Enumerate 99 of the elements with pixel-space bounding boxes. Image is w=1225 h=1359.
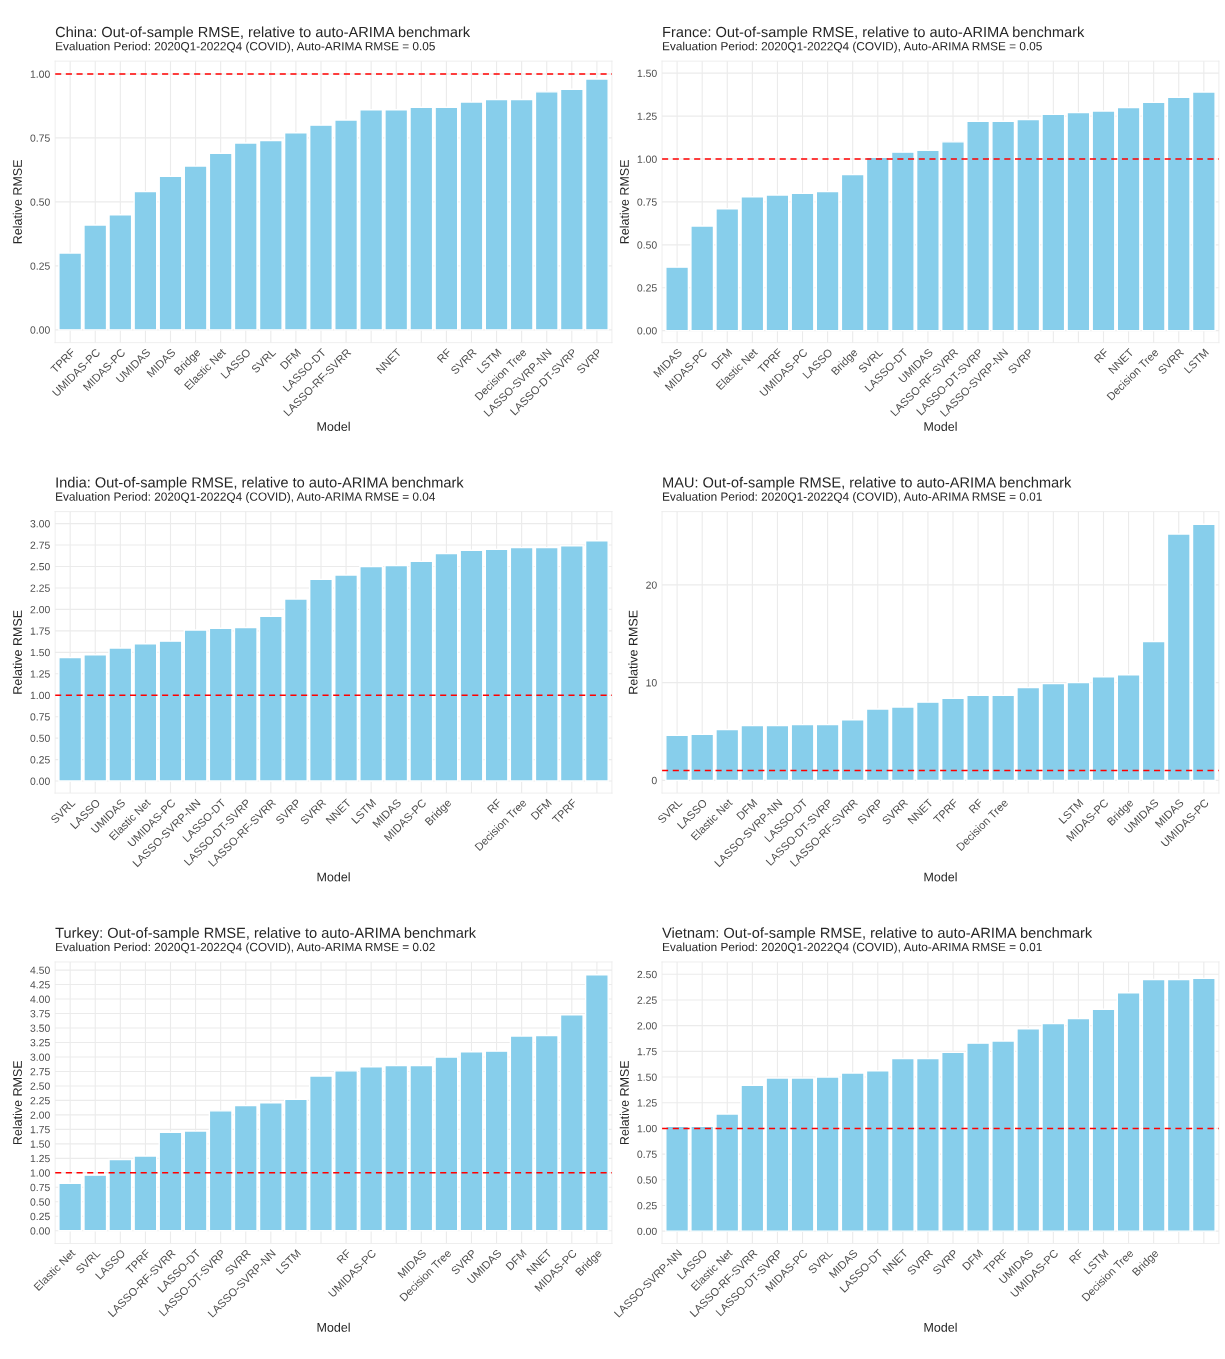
bar [459, 1051, 484, 1232]
bar [1091, 1008, 1116, 1232]
x-axis-title: Model [317, 421, 350, 431]
chart-subtitle: Evaluation Period: 2020Q1-2022Q4 (COVID), Auto-ARIMA RMSE = 0.01 [663, 942, 1042, 954]
y-tick-label: 1.50 [637, 1073, 657, 1081]
y-tick-label: 0.75 [30, 1183, 50, 1192]
y-tick-label: 0.50 [637, 241, 657, 249]
y-tick-label: 3.75 [30, 1010, 50, 1018]
y-axis-title: Relative RMSE [628, 610, 638, 694]
y-tick-label: 0.25 [30, 756, 50, 764]
y-tick-label: 10 [646, 679, 657, 687]
y-tick-label: 0.25 [637, 1201, 657, 1210]
y-axis-title: Relative RMSE [12, 160, 22, 244]
bar [1091, 110, 1116, 332]
bar [459, 101, 484, 331]
bar [790, 192, 815, 332]
y-tick-label: 0.75 [30, 134, 50, 142]
y-tick-label: 2.25 [637, 996, 657, 1004]
y-tick-label: 3.00 [30, 520, 50, 528]
bar [158, 1131, 183, 1232]
y-tick-label: 1.00 [30, 1169, 50, 1177]
y-tick-label: 1.00 [637, 155, 657, 163]
y-tick-label: 1.50 [637, 69, 657, 78]
x-tick-label: RF [436, 348, 452, 364]
y-tick-label: 1.00 [30, 691, 50, 700]
chart-subtitle: Evaluation Period: 2020Q1-2022Q4 (COVID), Auto-ARIMA RMSE = 0.04 [56, 492, 436, 504]
y-tick-label: 1.25 [637, 112, 657, 120]
y-axis-title: Relative RMSE [12, 610, 22, 694]
chart-title: China: Out-of-sample RMSE, relative to auto-ARIMA benchmark [55, 26, 471, 41]
y-tick-label: 2.75 [30, 541, 50, 549]
chart-subtitle: Evaluation Period: 2020Q1-2022Q4 (COVID), Auto-ARIMA RMSE = 0.02 [56, 942, 435, 954]
y-tick-label: 0.75 [637, 1150, 657, 1158]
chart-subtitle: Evaluation Period: 2020Q1-2022Q4 (COVID), Auto-ARIMA RMSE = 0.01 [663, 492, 1042, 504]
y-tick-label: 0.75 [637, 198, 657, 206]
x-tick-label: RF [1068, 1248, 1084, 1264]
y-tick-label: 0.50 [30, 1198, 50, 1206]
y-tick-label: 2.75 [30, 1067, 50, 1076]
y-tick-label: 20 [646, 581, 657, 589]
y-tick-label: 4.00 [30, 995, 50, 1003]
y-tick-label: 1.25 [637, 1099, 657, 1107]
chart-subtitle: Evaluation Period: 2020Q1-2022Q4 (COVID), Auto-ARIMA RMSE = 0.05 [663, 41, 1042, 53]
y-axis-title: Relative RMSE [619, 1060, 629, 1145]
y-tick-label: 0.75 [30, 713, 50, 721]
y-tick-label: 2.50 [30, 1082, 50, 1090]
y-tick-label: 0.00 [637, 327, 657, 335]
y-tick-label: 2.00 [30, 1111, 50, 1119]
y-tick-label: 2.00 [30, 605, 50, 614]
y-tick-label: 4.25 [30, 981, 50, 989]
y-tick-label: 0.25 [30, 262, 50, 270]
y-tick-label: 2.25 [30, 1096, 50, 1105]
x-tick-label: RF [487, 798, 502, 814]
y-tick-label: 1.25 [30, 1154, 50, 1163]
y-tick-label: 2.25 [30, 584, 50, 592]
y-tick-label: 2.50 [30, 563, 50, 571]
x-axis-title: Model [317, 872, 350, 882]
y-tick-label: 1.75 [30, 627, 50, 635]
chart-subtitle: Evaluation Period: 2020Q1-2022Q4 (COVID), Auto-ARIMA RMSE = 0.05 [56, 41, 435, 53]
bar [790, 1077, 815, 1232]
chart-title: India: Out-of-sample RMSE, relative to auto-ARIMA benchmark [56, 476, 464, 491]
y-tick-label: 0.25 [30, 1212, 50, 1221]
y-tick-label: 0.00 [30, 777, 50, 785]
chart-title: Turkey: Out-of-sample RMSE, relative to auto-ARIMA benchmark [55, 927, 477, 941]
y-tick-label: 0.00 [30, 1227, 50, 1235]
y-tick-label: 1.00 [30, 70, 50, 78]
y-tick-label: 0.25 [637, 284, 657, 292]
chart-title: France: Out-of-sample RMSE, relative to auto-ARIMA benchmark [663, 26, 1085, 41]
x-axis-title: Model [317, 1322, 350, 1332]
chart-title: MAU: Out-of-sample RMSE, relative to auto-ARIMA benchmark [663, 476, 1072, 491]
y-tick-label: 3.00 [30, 1053, 50, 1061]
y-tick-label: 0.00 [637, 1227, 657, 1236]
x-axis-title: Model [924, 421, 957, 431]
y-tick-label: 0.50 [637, 1176, 657, 1184]
y-tick-label: 1.75 [30, 1125, 50, 1134]
x-axis-title: Model [924, 872, 957, 882]
bar [459, 549, 484, 782]
y-tick-label: 3.25 [30, 1038, 50, 1047]
bar [158, 640, 183, 782]
x-tick-label: RF [1093, 348, 1109, 364]
x-axis-title: Model [924, 1322, 957, 1332]
y-axis-title: Relative RMSE [619, 160, 629, 244]
y-tick-label: 3.50 [30, 1024, 50, 1032]
y-axis-title: Relative RMSE [12, 1060, 22, 1145]
y-tick-label: 1.75 [637, 1047, 657, 1056]
y-tick-label: 0.50 [30, 198, 50, 206]
y-tick-label: 1.25 [30, 670, 50, 678]
chart-title: Vietnam: Out-of-sample RMSE, relative to auto-ARIMA benchmark [662, 927, 1093, 941]
bar [158, 175, 183, 331]
y-tick-label: 0.00 [30, 326, 50, 334]
bar [1091, 676, 1116, 782]
y-tick-label: 2.00 [637, 1022, 657, 1030]
y-tick-label: 1.50 [30, 648, 50, 657]
y-tick-label: 4.50 [30, 966, 50, 974]
bar [790, 723, 815, 782]
y-tick-label: 2.50 [637, 970, 657, 979]
y-tick-label: 0.50 [30, 734, 50, 743]
y-tick-label: 1.50 [30, 1140, 50, 1148]
x-tick-label: RF [968, 798, 984, 814]
y-tick-label: 0 [651, 776, 657, 785]
y-tick-label: 1.00 [637, 1124, 657, 1133]
